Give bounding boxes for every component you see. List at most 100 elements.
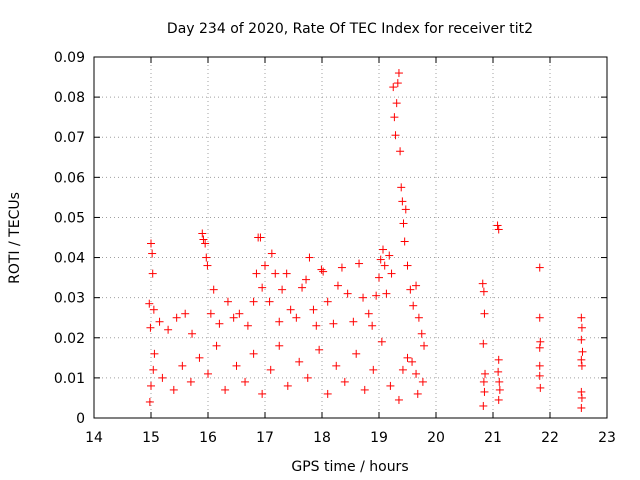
data-point: [209, 285, 218, 294]
data-point: [364, 309, 373, 318]
data-point: [265, 297, 274, 306]
data-point: [282, 269, 291, 278]
data-point: [385, 251, 394, 260]
data-point: [375, 273, 383, 282]
data-point: [323, 297, 332, 306]
data-point: [204, 369, 212, 378]
x-tick-label: 17: [256, 430, 274, 446]
gridlines: [94, 57, 607, 418]
data-point: [535, 361, 544, 370]
data-point: [386, 381, 395, 390]
data-point: [577, 393, 586, 402]
data-point: [577, 361, 586, 370]
data-point: [403, 353, 412, 362]
data-point: [337, 263, 346, 272]
data-point: [195, 353, 204, 362]
y-tick-label: 0.05: [54, 210, 85, 226]
data-point: [343, 289, 352, 298]
chart-title: Day 234 of 2020, Rate Of TEC Index for r…: [167, 21, 533, 37]
data-point: [359, 293, 368, 302]
y-tick-label: 0.03: [54, 291, 85, 307]
y-axis-label: ROTI / TECUs: [7, 192, 23, 284]
data-point: [258, 283, 267, 292]
x-axis-label: GPS time / hours: [291, 459, 408, 475]
data-point: [479, 287, 488, 296]
data-point: [380, 261, 389, 270]
data-point: [577, 335, 586, 344]
data-point: [186, 377, 195, 386]
data-point: [480, 309, 489, 318]
data-point: [292, 313, 301, 322]
data-point: [377, 337, 386, 346]
data-point: [495, 377, 504, 386]
x-tick-label: 23: [598, 430, 616, 446]
data-point: [169, 385, 178, 394]
y-tick-label: 0.08: [54, 90, 85, 106]
data-point: [212, 341, 221, 350]
data-point: [391, 131, 400, 140]
data-point: [393, 79, 402, 88]
data-point: [420, 341, 429, 350]
data-point: [352, 349, 361, 358]
data-point: [148, 249, 157, 258]
data-point: [417, 329, 426, 338]
data-point: [535, 343, 544, 352]
y-tick-label: 0.04: [54, 251, 85, 267]
data-point: [390, 113, 399, 122]
data-point: [333, 281, 342, 290]
data-point: [577, 323, 586, 332]
data-point: [535, 313, 544, 322]
data-point: [399, 219, 408, 228]
data-point: [479, 401, 488, 410]
data-point: [480, 387, 489, 396]
data-point: [577, 313, 586, 322]
data-point: [303, 373, 312, 382]
y-tick-label: 0: [76, 411, 85, 427]
x-tick-labels: 14 15 16 17 18 19 20 21 22 23: [85, 430, 616, 446]
x-tick-label: 19: [370, 430, 388, 446]
data-point: [368, 321, 377, 330]
data-point: [201, 239, 210, 248]
x-tick-label: 16: [199, 430, 217, 446]
data-point: [275, 341, 284, 350]
data-point: [398, 365, 407, 374]
data-point: [309, 305, 318, 314]
data-point: [252, 269, 261, 278]
data-point: [479, 339, 488, 348]
data-point: [413, 389, 422, 398]
data-point: [397, 183, 406, 192]
data-point: [329, 319, 338, 328]
data-point: [372, 291, 381, 300]
data-point: [249, 297, 258, 306]
data-point: [261, 261, 269, 270]
data-point: [387, 269, 396, 278]
data-point: [188, 329, 197, 338]
x-tick-label: 20: [427, 430, 445, 446]
data-point: [267, 249, 276, 258]
data-point: [295, 357, 304, 366]
data-point: [286, 305, 295, 314]
data-point: [408, 357, 417, 366]
x-tick-label: 22: [541, 430, 559, 446]
data-point: [323, 389, 332, 398]
data-point: [401, 205, 410, 214]
data-point: [275, 317, 284, 326]
data-point: [221, 385, 230, 394]
data-point: [232, 361, 241, 370]
data-point: [394, 395, 403, 404]
y-tick-label: 0.02: [54, 331, 85, 347]
data-point: [494, 395, 503, 404]
data-point: [494, 367, 503, 376]
data-point: [481, 369, 490, 378]
data-point: [332, 361, 341, 370]
data-point: [340, 377, 349, 386]
data-point: [148, 269, 157, 278]
x-tick-label: 18: [313, 430, 331, 446]
data-point: [172, 313, 181, 322]
data-point: [389, 83, 398, 92]
data-point: [412, 369, 421, 378]
x-tick-label: 14: [85, 430, 103, 446]
data-point: [493, 221, 502, 230]
data-point: [315, 345, 324, 354]
y-tick-label: 0.07: [54, 130, 85, 146]
